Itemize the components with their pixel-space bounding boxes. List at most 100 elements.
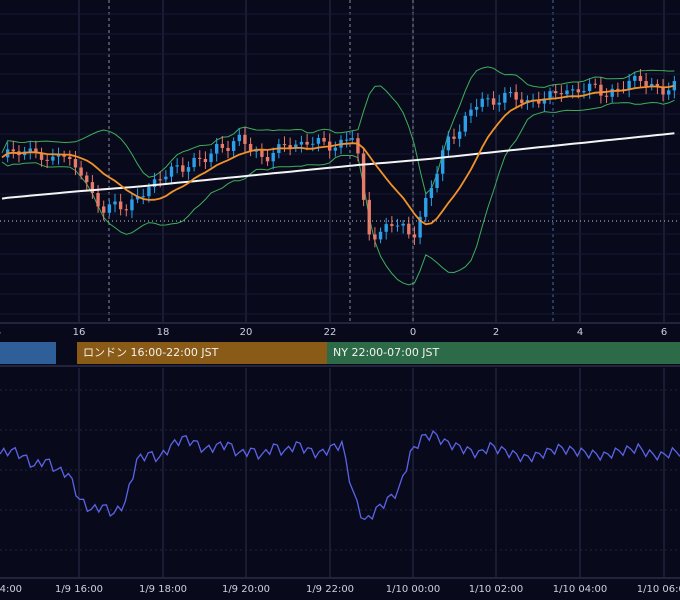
candle-body xyxy=(243,134,247,144)
top-axis-tick-label: 4 xyxy=(576,327,584,338)
candle-body xyxy=(627,80,631,90)
candle-body xyxy=(265,156,270,162)
candle-body xyxy=(333,147,338,151)
candle-body xyxy=(633,75,637,81)
candle-body xyxy=(316,137,321,144)
candle-body xyxy=(463,115,467,132)
candle-body xyxy=(401,223,405,226)
candle-body xyxy=(350,138,354,140)
rsi-line xyxy=(0,429,680,521)
candle-body xyxy=(198,157,202,159)
candle-body xyxy=(390,224,394,226)
price-panel[interactable] xyxy=(0,66,680,286)
candle-body xyxy=(565,90,569,95)
candle-body xyxy=(378,231,383,240)
session-london-bar: ロンドン 16:00-22:00 JST xyxy=(77,342,327,364)
candle-body xyxy=(424,197,428,217)
candle-body xyxy=(655,83,660,87)
candle-body xyxy=(152,179,157,188)
rsi-panel[interactable] xyxy=(0,429,680,521)
candle-body xyxy=(96,192,100,207)
candle-body xyxy=(593,83,597,85)
candle-body xyxy=(79,167,83,176)
candle-body xyxy=(118,201,123,210)
candle-body xyxy=(113,201,117,205)
candle-body xyxy=(299,141,304,145)
candle-body xyxy=(559,93,564,95)
candle-body xyxy=(650,83,654,87)
candle-body xyxy=(215,143,219,154)
candle-body xyxy=(616,88,620,90)
candle-body xyxy=(497,102,501,105)
candle-body xyxy=(282,144,287,146)
bollinger-upper-band xyxy=(1,66,675,195)
bollinger-lower-band xyxy=(1,99,675,286)
candle-body xyxy=(141,196,145,198)
candle-body xyxy=(520,99,524,104)
candle-body xyxy=(384,224,388,232)
candle-body xyxy=(480,98,484,107)
candle-body xyxy=(169,166,174,177)
candle-body xyxy=(412,234,417,238)
moving-average-short-line xyxy=(1,84,675,226)
candle-body xyxy=(248,143,253,152)
candle-body xyxy=(599,84,603,96)
candle-body xyxy=(186,167,191,172)
candle-body xyxy=(260,150,264,157)
candle-body xyxy=(147,187,151,197)
candle-body xyxy=(610,88,614,97)
session-tokyo-bar xyxy=(0,342,56,364)
bottom-axis-tick-label: 1/9 20:00 xyxy=(221,584,271,595)
candle-body xyxy=(102,206,106,213)
candle-body xyxy=(130,199,134,211)
candle-body xyxy=(226,147,230,151)
bollinger-bands xyxy=(1,66,675,286)
candle-body xyxy=(548,91,552,99)
candle-body xyxy=(554,91,558,94)
bottom-axis-tick-label: 1/9 16:00 xyxy=(54,584,104,595)
moving-average-long-line xyxy=(1,132,675,200)
candle-body xyxy=(107,204,112,213)
candle-body xyxy=(39,152,44,160)
candle-body xyxy=(429,188,434,198)
candle-body xyxy=(446,136,451,151)
candle-body xyxy=(56,154,61,157)
top-axis-tick-label: 2 xyxy=(492,327,500,338)
candle-body xyxy=(11,149,15,152)
candle-body xyxy=(73,159,78,168)
candle-body xyxy=(231,141,236,151)
chart-grid xyxy=(0,0,680,577)
candles xyxy=(5,69,677,248)
candle-body xyxy=(582,91,586,93)
candle-body xyxy=(452,136,456,139)
candle-body xyxy=(192,157,196,168)
candle-body xyxy=(587,83,592,92)
candle-body xyxy=(164,176,168,180)
candle-body xyxy=(491,98,496,105)
candle-body xyxy=(175,165,179,167)
bottom-axis-tick-label: 1/10 00:00 xyxy=(385,584,441,595)
candle-body xyxy=(576,89,580,93)
candle-body xyxy=(661,86,665,95)
candle-body xyxy=(514,92,518,100)
candle-body xyxy=(135,196,140,200)
candle-body xyxy=(356,138,360,154)
session-ny-bar: NY 22:00-07:00 JST xyxy=(327,342,680,364)
candle-body xyxy=(181,165,185,172)
candle-body xyxy=(542,98,547,104)
candle-body xyxy=(305,141,309,145)
candle-body xyxy=(503,92,507,103)
candle-body xyxy=(254,150,258,152)
candle-body xyxy=(644,81,648,87)
candle-body xyxy=(418,216,422,238)
candle-body xyxy=(407,223,411,235)
candle-body xyxy=(28,148,32,152)
candle-body xyxy=(220,143,225,148)
candle-body xyxy=(34,148,38,153)
candle-body xyxy=(62,154,66,157)
top-axis-tick-label: 18 xyxy=(156,327,170,338)
candle-body xyxy=(435,173,439,189)
candle-body xyxy=(604,95,609,97)
